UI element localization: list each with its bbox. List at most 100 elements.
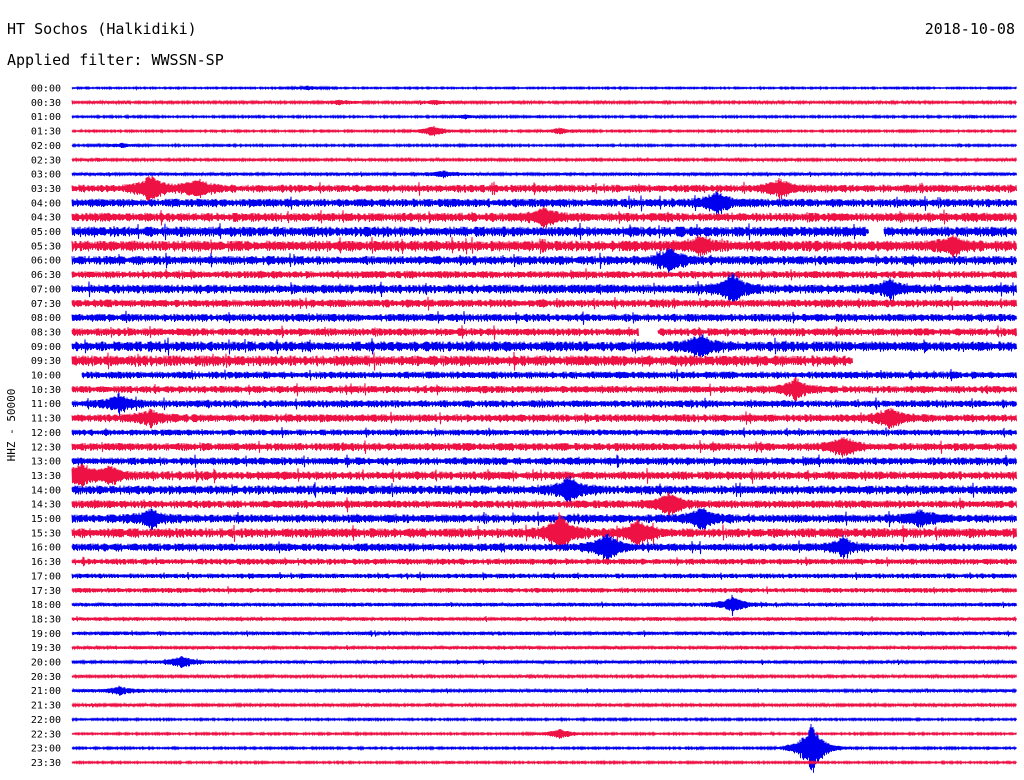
row-time-label: 06:30 [31, 270, 61, 281]
trace-row-1130 [71, 407, 1017, 430]
trace-row-2330 [71, 759, 1017, 766]
row-time-label: 13:30 [31, 471, 61, 482]
trace-row-1200 [71, 427, 1017, 438]
row-time-label: 10:30 [31, 385, 61, 396]
trace-row-0830 [71, 325, 1017, 340]
row-time-label: 23:00 [31, 744, 61, 755]
row-time-label: 08:30 [31, 327, 61, 338]
row-time-label: 15:00 [31, 514, 61, 525]
row-time-label: 09:00 [31, 342, 61, 353]
row-time-label: 07:30 [31, 299, 61, 310]
trace-row-1630 [71, 556, 1017, 567]
trace-row-1700 [71, 571, 1017, 581]
trace-row-1030 [71, 377, 1017, 404]
row-time-label: 02:30 [31, 155, 61, 166]
row-time-label: 03:00 [31, 170, 61, 181]
row-time-label: 16:00 [31, 543, 61, 554]
row-time-label: 02:00 [31, 141, 61, 152]
row-time-label: 09:30 [31, 356, 61, 367]
row-time-label: 11:30 [31, 414, 61, 425]
filter-label: Applied filter: WWSSN-SP [7, 51, 224, 69]
row-time-label: 12:30 [31, 442, 61, 453]
row-time-label: 18:30 [31, 614, 61, 625]
row-time-label: 19:30 [31, 643, 61, 654]
trace-row-0430 [71, 206, 1017, 229]
trace-row-2000 [71, 656, 1017, 669]
trace-row-1500 [71, 507, 1017, 531]
row-time-label: 14:00 [31, 485, 61, 496]
trace-row-1230 [71, 437, 1017, 458]
y-axis-label: HHZ - 50000 [5, 389, 18, 462]
row-time-label: 17:00 [31, 571, 61, 582]
row-time-label: 08:00 [31, 313, 61, 324]
row-time-label: 10:00 [31, 371, 61, 382]
row-time-label: 03:30 [31, 184, 61, 195]
row-time-label: 13:00 [31, 457, 61, 468]
trace-row-0000 [71, 85, 1017, 92]
row-time-label: 17:30 [31, 586, 61, 597]
trace-row-0600 [71, 247, 1017, 274]
trace-row-2130 [71, 701, 1017, 709]
trace-row-0800 [71, 310, 1017, 325]
trace-row-0700 [71, 272, 1017, 306]
trace-row-1830 [71, 615, 1017, 623]
row-time-label: 22:00 [31, 715, 61, 726]
row-time-label: 14:30 [31, 500, 61, 511]
row-time-label: 05:30 [31, 241, 61, 252]
trace-row-0400 [71, 191, 1017, 216]
trace-row-0230 [71, 156, 1017, 163]
plot-date: 2018-10-08 [924, 20, 1015, 38]
row-time-label: 20:00 [31, 658, 61, 669]
row-time-label: 19:00 [31, 629, 61, 640]
row-time-label: 00:00 [31, 84, 61, 95]
trace-row-1930 [71, 644, 1017, 651]
trace-row-1100 [71, 392, 1017, 417]
trace-row-1300 [71, 454, 1017, 468]
trace-row-2030 [71, 673, 1017, 680]
trace-row-1730 [71, 586, 1017, 594]
station-title: HT Sochos (Halkidiki) [7, 20, 197, 38]
trace-row-0730 [71, 296, 1017, 311]
trace-row-1800 [71, 594, 1017, 616]
row-time-label: 05:00 [31, 227, 61, 238]
row-time-label: 11:00 [31, 399, 61, 410]
trace-row-0900 [71, 333, 1017, 358]
row-time-label: 23:30 [31, 758, 61, 769]
row-time-label: 20:30 [31, 672, 61, 683]
trace-row-2230 [71, 729, 1017, 739]
row-time-label: 12:00 [31, 428, 61, 439]
trace-row-0500 [71, 222, 1017, 241]
trace-row-0130 [71, 125, 1017, 137]
row-time-label: 01:30 [31, 127, 61, 138]
trace-row-0200 [71, 142, 1017, 149]
row-time-label: 01:00 [31, 112, 61, 123]
trace-row-1400 [71, 475, 1017, 507]
trace-row-0530 [71, 234, 1017, 258]
row-time-label: 07:00 [31, 284, 61, 295]
trace-row-1430 [71, 492, 1017, 517]
trace-row-1600 [71, 533, 1017, 563]
row-time-label: 16:30 [31, 557, 61, 568]
trace-row-2300 [71, 723, 1017, 773]
trace-row-1000 [81, 368, 1017, 382]
row-time-label: 04:00 [31, 198, 61, 209]
trace-row-0030 [71, 99, 1017, 106]
trace-row-1530 [71, 512, 1017, 552]
trace-row-0100 [71, 113, 1017, 120]
trace-row-0330 [71, 176, 1017, 202]
trace-row-2100 [71, 685, 1017, 696]
row-time-label: 21:00 [31, 686, 61, 697]
trace-row-2200 [71, 716, 1017, 723]
trace-row-0630 [71, 268, 1017, 281]
trace-row-0300 [71, 170, 1017, 179]
row-time-label: 22:30 [31, 729, 61, 740]
trace-row-0930 [71, 351, 853, 371]
row-time-label: 00:30 [31, 98, 61, 109]
row-time-label: 21:30 [31, 701, 61, 712]
row-time-label: 04:30 [31, 213, 61, 224]
row-time-label: 15:30 [31, 528, 61, 539]
trace-row-1330 [71, 463, 1017, 489]
trace-row-1900 [71, 630, 1017, 637]
row-time-label: 18:00 [31, 600, 61, 611]
